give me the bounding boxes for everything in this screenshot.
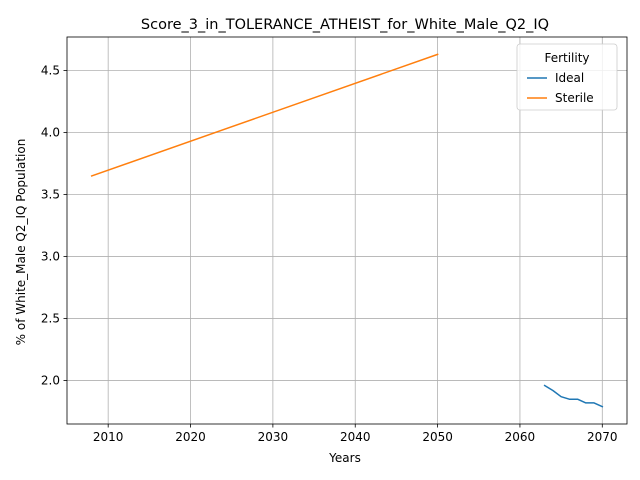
- x-tick-label: 2050: [422, 430, 453, 444]
- legend-label-ideal: Ideal: [555, 71, 584, 85]
- axis-ticks: 2010 2020 2030 2040 2050 2060 2070 2.0 2.5 3.0 3.5…: [41, 63, 618, 444]
- legend: Fertility Ideal Sterile: [516, 43, 618, 111]
- x-tick-label: 2070: [587, 430, 618, 444]
- y-tick-label: 4.0: [41, 126, 60, 140]
- chart-title: Score_3_in_TOLERANCE_ATHEIST_for_White_M…: [141, 17, 549, 33]
- y-tick-label: 3.5: [41, 188, 60, 202]
- y-tick-label: 4.5: [41, 63, 60, 77]
- x-tick-label: 2020: [175, 430, 206, 444]
- x-tick-label: 2030: [258, 430, 289, 444]
- y-axis-title: % of White_Male Q2_IQ Population: [14, 139, 28, 346]
- y-tick-label: 2.0: [41, 374, 60, 388]
- grid-lines: [67, 37, 627, 424]
- legend-box: [516, 43, 618, 111]
- series-line-sterile: [90, 53, 439, 177]
- y-tick-label: 3.0: [41, 250, 60, 264]
- y-tick-label: 2.5: [41, 312, 60, 326]
- x-tick-label: 2010: [93, 430, 124, 444]
- series-line-ideal: [543, 384, 604, 408]
- legend-label-sterile: Sterile: [555, 91, 594, 105]
- legend-title: Fertility: [544, 51, 589, 65]
- x-tick-label: 2060: [505, 430, 536, 444]
- x-axis-title: Years: [328, 451, 361, 465]
- x-tick-label: 2040: [340, 430, 371, 444]
- series-layer: [90, 53, 604, 408]
- plot-area-frame: [66, 36, 628, 425]
